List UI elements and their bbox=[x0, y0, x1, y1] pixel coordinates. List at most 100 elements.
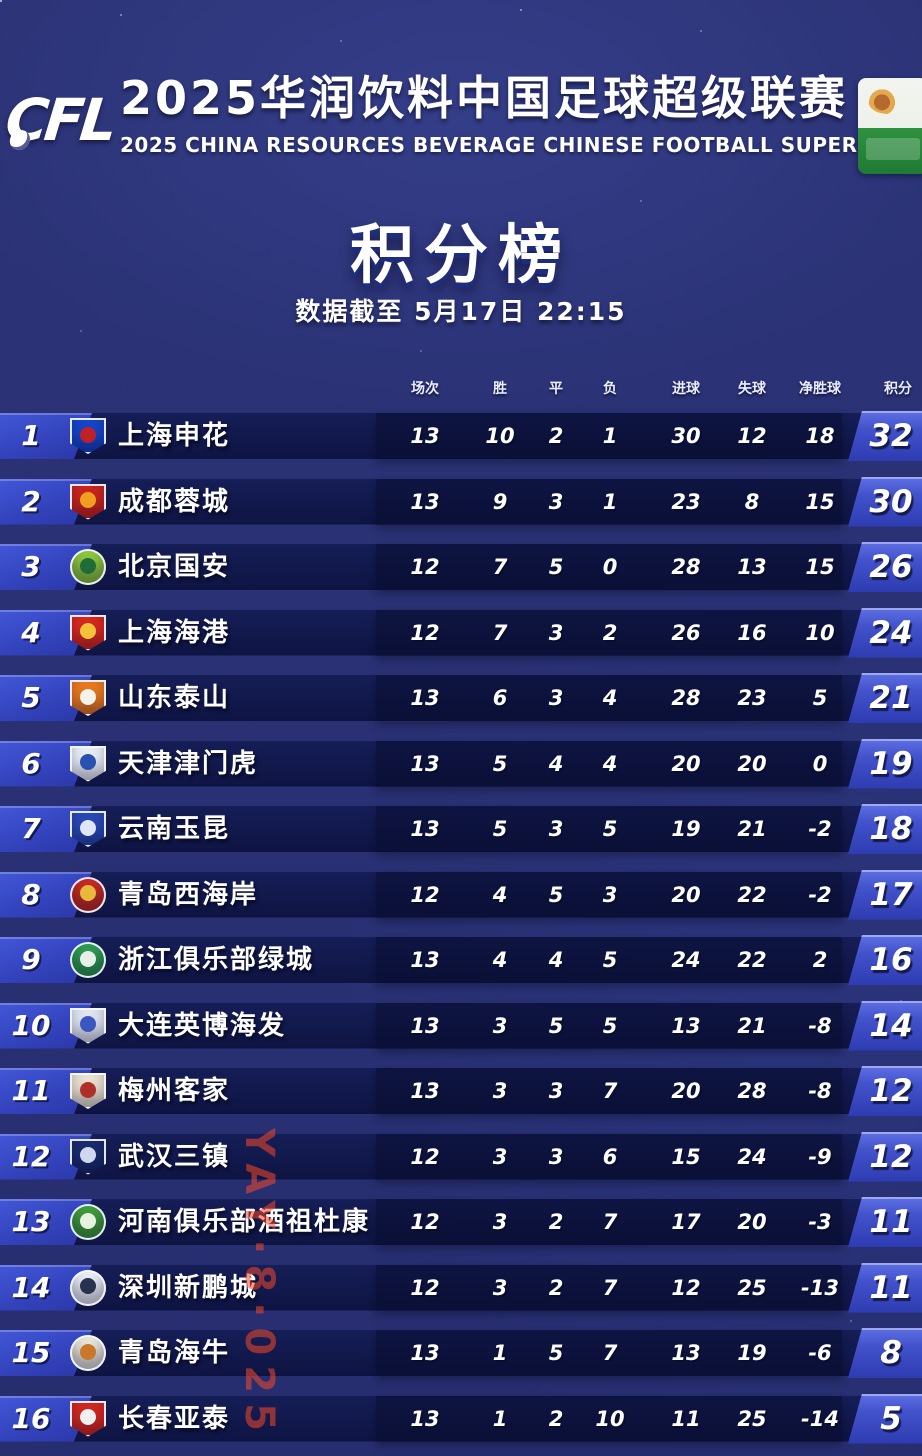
team-name: 深圳新鹏城 bbox=[118, 1272, 259, 1303]
column-header-lost: 负 bbox=[603, 381, 617, 397]
points-value: 24 bbox=[869, 614, 913, 651]
stat-goals-against: 21 bbox=[737, 1013, 767, 1038]
points-badge: 11 bbox=[848, 1262, 922, 1313]
stat-won: 5 bbox=[492, 751, 508, 776]
stat-lost: 5 bbox=[602, 948, 618, 972]
standings-row: 1 上海申花 13 10 2 1 30 12 18 32 bbox=[0, 411, 922, 461]
team-crest-core bbox=[80, 819, 96, 836]
team-crest-core bbox=[80, 1409, 96, 1426]
stats-panel bbox=[376, 871, 842, 918]
stat-goal-diff: -9 bbox=[808, 1144, 832, 1169]
team-crest-core bbox=[80, 1016, 96, 1033]
stat-goals-for: 12 bbox=[671, 1275, 701, 1300]
standings-row: 16 长春亚泰 13 1 2 10 11 25 -14 5 bbox=[0, 1393, 922, 1444]
row-bar bbox=[56, 1395, 922, 1442]
standings-row: 5 山东泰山 13 6 3 4 28 23 5 21 bbox=[0, 673, 922, 723]
stat-played: 12 bbox=[410, 1144, 440, 1169]
team-crest-core bbox=[80, 688, 96, 705]
points-value: 16 bbox=[869, 942, 913, 978]
points-value: 19 bbox=[869, 745, 913, 782]
stat-drawn: 5 bbox=[548, 882, 564, 907]
points-value: 32 bbox=[869, 418, 913, 454]
stat-goals-against: 23 bbox=[737, 686, 767, 710]
stat-goal-diff: -8 bbox=[808, 1079, 832, 1103]
team-name: 浙江俱乐部绿城 bbox=[118, 945, 315, 975]
stat-drawn: 2 bbox=[548, 424, 564, 448]
stat-lost: 7 bbox=[602, 1275, 618, 1300]
stats-panel bbox=[376, 740, 842, 787]
stat-goal-diff: -14 bbox=[801, 1406, 839, 1431]
stat-goal-diff: -3 bbox=[808, 1210, 832, 1234]
stat-goal-diff: -8 bbox=[808, 1013, 832, 1038]
points-badge: 19 bbox=[848, 738, 922, 789]
standings-row: 12 武汉三镇 12 3 3 6 15 24 -9 12 bbox=[0, 1131, 922, 1182]
rank-number: 9 bbox=[21, 943, 41, 976]
stat-drawn: 2 bbox=[548, 1210, 564, 1234]
standings-row: 8 青岛西海岸 12 4 5 3 20 22 -2 17 bbox=[0, 869, 922, 920]
points-badge: 21 bbox=[848, 673, 922, 723]
stat-goal-diff: 0 bbox=[812, 751, 828, 776]
stat-goals-for: 17 bbox=[671, 1210, 701, 1234]
stat-won: 9 bbox=[492, 489, 508, 514]
column-header-points: 积分 bbox=[884, 381, 912, 397]
stat-won: 3 bbox=[492, 1013, 508, 1038]
stat-won: 7 bbox=[492, 620, 508, 645]
stat-goals-for: 19 bbox=[671, 817, 701, 841]
stat-goals-against: 20 bbox=[737, 751, 767, 776]
team-name: 成都蓉城 bbox=[118, 486, 231, 517]
points-badge: 12 bbox=[848, 1066, 922, 1116]
team-crest-core bbox=[80, 1212, 96, 1229]
team-crest-icon bbox=[70, 549, 106, 585]
stat-won: 4 bbox=[492, 882, 508, 907]
points-value: 17 bbox=[869, 876, 913, 913]
stats-panel bbox=[376, 1068, 842, 1114]
stat-goal-diff: 15 bbox=[805, 555, 835, 579]
row-bar bbox=[56, 1199, 922, 1245]
stat-goals-for: 11 bbox=[671, 1406, 701, 1431]
stat-goal-diff: 2 bbox=[812, 948, 828, 972]
column-header-drawn: 平 bbox=[549, 381, 563, 397]
points-value: 11 bbox=[869, 1204, 913, 1240]
points-value: 8 bbox=[880, 1335, 902, 1371]
standings-row: 10 大连英博海发 13 3 5 5 13 21 -8 14 bbox=[0, 1000, 922, 1051]
points-badge: 30 bbox=[848, 476, 922, 527]
stat-goals-for: 20 bbox=[671, 751, 701, 776]
team-crest-core bbox=[80, 1343, 96, 1360]
rank-number: 13 bbox=[11, 1205, 51, 1238]
team-name: 青岛西海岸 bbox=[118, 879, 259, 910]
stat-played: 13 bbox=[410, 1406, 440, 1431]
column-header-goal-diff: 净胜球 bbox=[799, 381, 841, 397]
team-crest-core bbox=[80, 950, 96, 967]
stats-panel bbox=[376, 1395, 842, 1442]
stat-goal-diff: -2 bbox=[808, 817, 832, 841]
row-bar bbox=[56, 675, 922, 721]
stat-lost: 3 bbox=[602, 882, 618, 907]
rank-number: 11 bbox=[11, 1074, 51, 1107]
stat-goals-for: 20 bbox=[671, 1079, 701, 1103]
stat-won: 1 bbox=[492, 1341, 508, 1365]
stat-won: 7 bbox=[492, 555, 508, 579]
stats-panel bbox=[376, 1199, 842, 1245]
stat-goals-for: 26 bbox=[671, 620, 701, 645]
row-bar bbox=[56, 1002, 922, 1049]
points-badge: 26 bbox=[848, 542, 922, 592]
stat-goal-diff: 18 bbox=[805, 424, 835, 448]
stat-goals-against: 8 bbox=[744, 489, 760, 514]
stat-goals-against: 28 bbox=[737, 1079, 767, 1103]
rank-number: 16 bbox=[11, 1401, 51, 1435]
row-bar bbox=[56, 544, 922, 590]
stat-won: 1 bbox=[492, 1406, 508, 1431]
stat-goal-diff: -2 bbox=[808, 882, 832, 907]
points-badge: 16 bbox=[848, 935, 922, 985]
stat-drawn: 3 bbox=[548, 489, 564, 514]
stat-goals-against: 16 bbox=[737, 620, 767, 645]
column-header-played: 场次 bbox=[411, 381, 439, 397]
rank-number: 8 bbox=[21, 877, 41, 911]
stat-drawn: 4 bbox=[548, 948, 564, 972]
stat-drawn: 5 bbox=[548, 1341, 564, 1365]
league-header: 2025华润饮料中国足球超级联赛 2025 CHINA RESOURCES BE… bbox=[120, 72, 922, 157]
row-bar bbox=[56, 413, 922, 459]
stats-panel bbox=[376, 1002, 842, 1049]
points-value: 12 bbox=[869, 1138, 913, 1175]
